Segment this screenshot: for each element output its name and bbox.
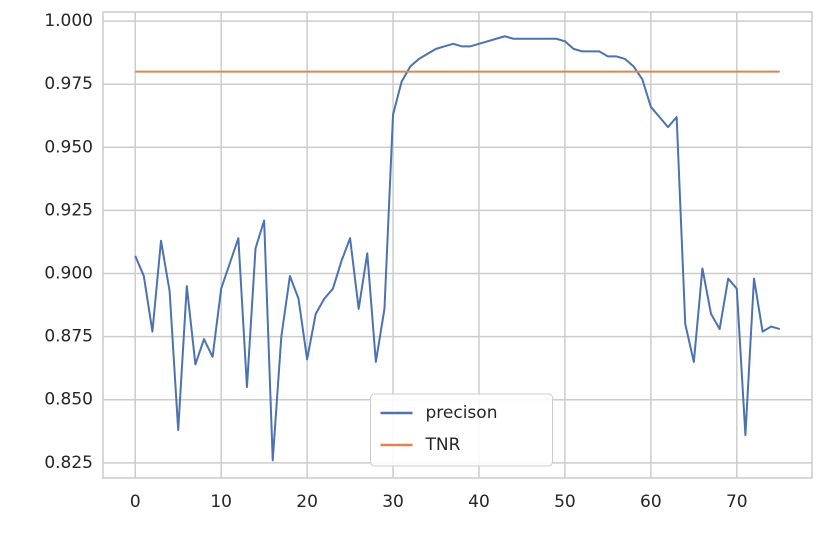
x-tick-label: 0 <box>130 492 141 512</box>
axes-frame <box>102 11 813 479</box>
x-tick-label: 70 <box>726 492 748 512</box>
x-tick-label: 20 <box>296 492 318 512</box>
x-tick-label: 30 <box>382 492 404 512</box>
y-tick-label: 1.000 <box>44 11 93 31</box>
legend-label: precison <box>426 403 498 423</box>
legend-label: TNR <box>425 435 461 455</box>
x-tick-label: 10 <box>210 492 232 512</box>
x-tick-label: 50 <box>554 492 576 512</box>
y-tick-label: 0.875 <box>44 327 93 347</box>
y-tick-label: 0.825 <box>44 453 93 473</box>
y-tick-label: 0.925 <box>44 200 93 220</box>
legend-box <box>370 393 553 467</box>
x-tick-label: 60 <box>640 492 662 512</box>
y-tick-label: 0.950 <box>44 137 93 157</box>
y-tick-label: 0.850 <box>44 390 93 410</box>
x-tick-label: 40 <box>468 492 490 512</box>
line-series <box>134 35 781 462</box>
y-tick-label: 0.900 <box>44 264 93 284</box>
y-tick-label: 0.975 <box>44 74 93 94</box>
